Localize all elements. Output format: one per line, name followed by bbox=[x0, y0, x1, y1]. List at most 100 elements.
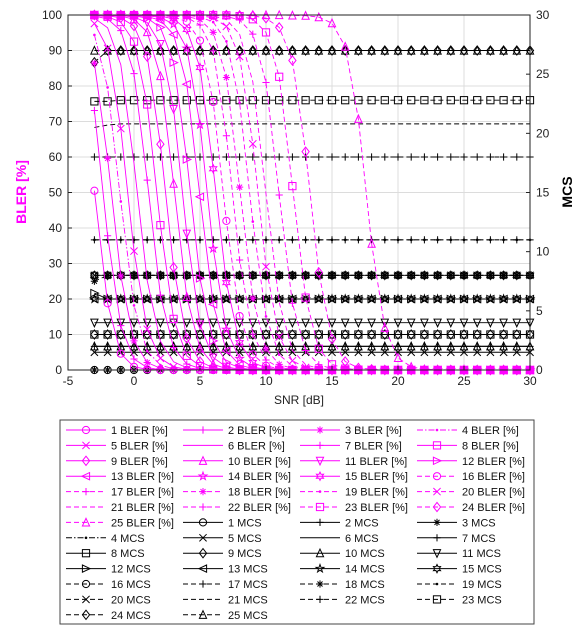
legend-marker bbox=[197, 470, 209, 481]
bler-point bbox=[156, 9, 165, 21]
mcs-point bbox=[274, 45, 284, 55]
legend-label: 8 BLER [%] bbox=[462, 440, 519, 452]
mcs-point bbox=[235, 318, 244, 328]
mcs-point bbox=[341, 271, 350, 280]
bler-point bbox=[183, 360, 191, 368]
legend-label: 14 MCS bbox=[345, 564, 385, 576]
mcs-point bbox=[367, 45, 376, 55]
bler-point bbox=[209, 97, 218, 107]
legend-label: 8 MCS bbox=[111, 548, 145, 560]
bler-point bbox=[262, 78, 270, 87]
legend-label: 2 BLER [%] bbox=[228, 425, 285, 437]
legend-marker bbox=[432, 441, 442, 450]
y-axis-right-label: MCS bbox=[559, 176, 575, 207]
mcs-point bbox=[326, 293, 338, 304]
bler-point bbox=[380, 364, 390, 376]
legend-label: 2 MCS bbox=[345, 517, 379, 529]
legend-marker bbox=[433, 487, 441, 496]
mcs-point bbox=[511, 293, 523, 304]
mcs-point bbox=[486, 271, 495, 280]
bler-point bbox=[251, 220, 255, 223]
x-tick-label: 25 bbox=[457, 374, 471, 388]
mcs-point bbox=[432, 293, 443, 304]
mcs-point bbox=[512, 45, 522, 56]
mcs-point bbox=[327, 45, 337, 55]
legend-item: 21 MCS bbox=[183, 594, 268, 606]
bler-point bbox=[314, 11, 324, 22]
mcs-point bbox=[235, 45, 244, 55]
mcs-point bbox=[248, 271, 257, 280]
bler-point bbox=[209, 28, 217, 36]
x-tick-label: 15 bbox=[325, 374, 339, 388]
mcs-point bbox=[354, 329, 363, 340]
mcs-point bbox=[264, 238, 268, 242]
bler-point bbox=[116, 124, 125, 133]
mcs-point bbox=[301, 45, 310, 56]
mcs-point bbox=[317, 238, 321, 242]
mcs-point bbox=[367, 45, 376, 56]
mcs-point bbox=[156, 318, 165, 328]
bler-point bbox=[156, 138, 165, 150]
mcs-point bbox=[288, 318, 297, 328]
legend-label: 5 MCS bbox=[228, 533, 262, 545]
mcs-point bbox=[327, 45, 337, 56]
mcs-point bbox=[209, 271, 218, 280]
legend-item: 23 MCS bbox=[417, 594, 502, 606]
mcs-point bbox=[499, 45, 508, 56]
bler-point bbox=[277, 353, 281, 357]
bler-point bbox=[433, 364, 442, 374]
bler-point bbox=[156, 40, 165, 50]
mcs-point bbox=[249, 153, 257, 161]
legend-label: 7 BLER [%] bbox=[345, 440, 402, 452]
y-left-tick-label: 90 bbox=[49, 44, 63, 58]
bler-point bbox=[248, 350, 257, 359]
mcs-point bbox=[288, 271, 297, 280]
mcs-point bbox=[459, 96, 469, 105]
mcs-point bbox=[119, 238, 123, 242]
bler-point bbox=[275, 191, 283, 199]
mcs-point bbox=[460, 271, 468, 280]
legend-label: 18 BLER [%] bbox=[228, 487, 291, 499]
bler-point bbox=[301, 293, 310, 302]
mcs-point bbox=[182, 341, 192, 351]
bler-point bbox=[420, 364, 429, 374]
mcs-point bbox=[486, 341, 495, 351]
y-right-tick-label: 0 bbox=[536, 363, 543, 377]
mcs-point bbox=[354, 271, 363, 280]
legend-label: 24 MCS bbox=[111, 610, 151, 622]
mcs-point bbox=[446, 271, 455, 280]
bler-point bbox=[182, 155, 193, 164]
mcs-point bbox=[195, 45, 205, 55]
legend-label: 1 BLER [%] bbox=[111, 425, 168, 437]
bler-point bbox=[211, 20, 215, 24]
y-left-tick-label: 60 bbox=[49, 150, 63, 164]
mcs-point bbox=[248, 45, 258, 55]
bler-point bbox=[168, 30, 178, 39]
legend-marker bbox=[432, 501, 442, 513]
bler-point bbox=[103, 299, 112, 308]
legend-label: 9 MCS bbox=[228, 548, 262, 560]
legend-marker bbox=[81, 609, 91, 621]
legend-marker bbox=[315, 547, 325, 558]
mcs-point bbox=[238, 238, 241, 242]
bler-point bbox=[327, 333, 337, 345]
mcs-point bbox=[235, 45, 244, 56]
mcs-point bbox=[156, 153, 164, 161]
x-tick-label: 20 bbox=[391, 374, 405, 388]
bler-point bbox=[247, 361, 259, 372]
bler-point bbox=[208, 353, 218, 363]
mcs-point bbox=[380, 271, 389, 280]
legend-label: 25 BLER [%] bbox=[111, 517, 174, 529]
mcs-point bbox=[156, 45, 165, 55]
legend-marker bbox=[314, 562, 326, 574]
bler-point bbox=[288, 299, 296, 307]
bler-point bbox=[159, 363, 162, 367]
mcs-point bbox=[393, 329, 403, 340]
mcs-point bbox=[90, 329, 99, 340]
bler-point bbox=[393, 364, 403, 376]
mcs-point bbox=[169, 45, 178, 55]
legend-item: 4 MCS bbox=[66, 533, 145, 545]
bler-point bbox=[208, 359, 218, 369]
legend-marker bbox=[197, 564, 208, 573]
